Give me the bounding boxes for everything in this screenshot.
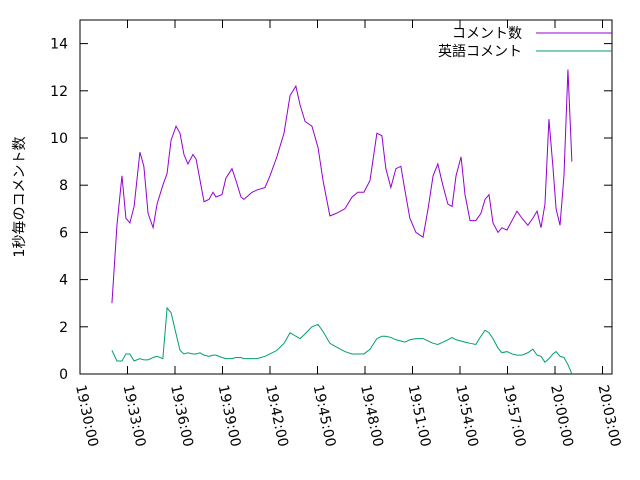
x-tick-label: 19:33:00 xyxy=(120,384,149,449)
x-tick-label: 19:51:00 xyxy=(405,384,434,449)
y-tick-label: 8 xyxy=(59,178,68,194)
y-axis-label: 1秒毎のコメント数 xyxy=(12,137,28,258)
x-tick-label: 19:42:00 xyxy=(262,384,291,449)
series-line xyxy=(111,306,573,375)
plot-frame xyxy=(79,19,613,375)
x-tick-label: 20:03:00 xyxy=(595,384,624,449)
legend-label: 英語コメント xyxy=(438,43,522,60)
y-tick-label: 4 xyxy=(59,273,68,289)
x-tick-label: 20:00:00 xyxy=(547,384,576,449)
y-tick-label: 12 xyxy=(50,84,68,100)
x-tick-label: 19:39:00 xyxy=(215,384,244,449)
y-tick-label: 0 xyxy=(59,367,68,383)
x-tick-label: 19:30:00 xyxy=(72,384,101,449)
x-tick-label: 19:57:00 xyxy=(500,384,529,449)
legend-label: コメント数 xyxy=(452,26,522,42)
y-tick-label: 6 xyxy=(59,225,68,241)
x-tick-label: 19:48:00 xyxy=(357,384,386,449)
x-tick-label: 19:45:00 xyxy=(310,384,339,449)
x-tick-label: 19:36:00 xyxy=(167,384,196,449)
series-line xyxy=(111,69,573,304)
y-tick-label: 2 xyxy=(59,320,68,336)
y-tick-label: 14 xyxy=(50,37,68,53)
y-tick-label: 10 xyxy=(50,131,68,147)
x-tick-label: 19:54:00 xyxy=(452,384,481,449)
